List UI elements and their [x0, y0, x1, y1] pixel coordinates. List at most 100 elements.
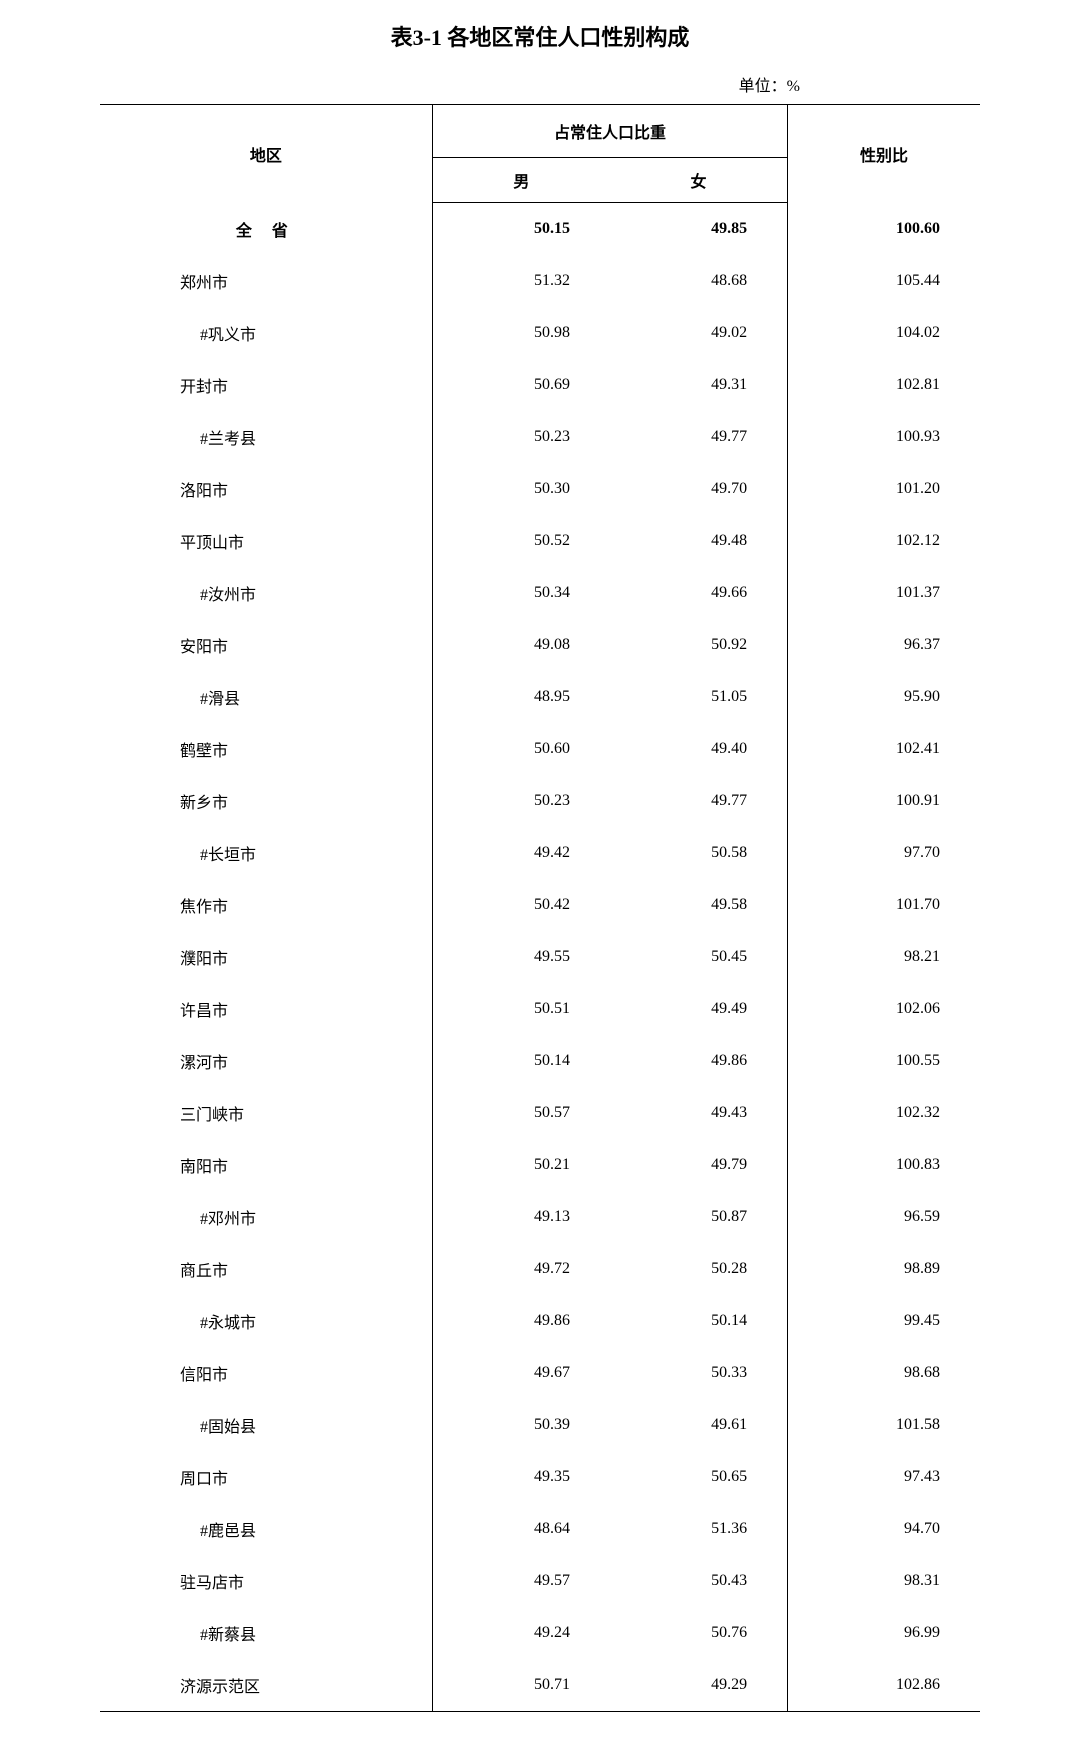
cell-female: 50.76 — [610, 1607, 788, 1659]
cell-male: 48.64 — [432, 1503, 610, 1555]
cell-male: 50.57 — [432, 1087, 610, 1139]
cell-female: 51.36 — [610, 1503, 788, 1555]
cell-region: 平顶山市 — [100, 515, 432, 567]
cell-female: 50.65 — [610, 1451, 788, 1503]
cell-ratio: 102.32 — [788, 1087, 980, 1139]
header-proportion: 占常住人口比重 — [432, 105, 787, 158]
cell-male: 50.14 — [432, 1035, 610, 1087]
cell-region: 济源示范区 — [100, 1659, 432, 1712]
cell-region: #鹿邑县 — [100, 1503, 432, 1555]
cell-ratio: 100.60 — [788, 203, 980, 255]
cell-male: 50.51 — [432, 983, 610, 1035]
cell-region: 许昌市 — [100, 983, 432, 1035]
cell-region: 全 省 — [100, 203, 432, 255]
table-row: 洛阳市50.3049.70101.20 — [100, 463, 980, 515]
table-row: #长垣市49.4250.5897.70 — [100, 827, 980, 879]
cell-female: 50.33 — [610, 1347, 788, 1399]
cell-region: 焦作市 — [100, 879, 432, 931]
header-region: 地区 — [100, 105, 432, 203]
cell-male: 49.86 — [432, 1295, 610, 1347]
cell-female: 50.28 — [610, 1243, 788, 1295]
cell-region: 开封市 — [100, 359, 432, 411]
table-row: #固始县50.3949.61101.58 — [100, 1399, 980, 1451]
cell-female: 49.70 — [610, 463, 788, 515]
table-row: #滑县48.9551.0595.90 — [100, 671, 980, 723]
cell-region: #永城市 — [100, 1295, 432, 1347]
cell-male: 49.67 — [432, 1347, 610, 1399]
cell-ratio: 101.70 — [788, 879, 980, 931]
cell-female: 49.02 — [610, 307, 788, 359]
cell-female: 49.61 — [610, 1399, 788, 1451]
cell-ratio: 96.99 — [788, 1607, 980, 1659]
cell-male: 50.52 — [432, 515, 610, 567]
cell-ratio: 98.21 — [788, 931, 980, 983]
cell-male: 50.23 — [432, 775, 610, 827]
cell-region: 濮阳市 — [100, 931, 432, 983]
table-row: 南阳市50.2149.79100.83 — [100, 1139, 980, 1191]
table-row: 濮阳市49.5550.4598.21 — [100, 931, 980, 983]
cell-ratio: 94.70 — [788, 1503, 980, 1555]
cell-female: 49.29 — [610, 1659, 788, 1712]
cell-region: #滑县 — [100, 671, 432, 723]
cell-ratio: 96.37 — [788, 619, 980, 671]
cell-male: 50.21 — [432, 1139, 610, 1191]
table-row: 安阳市49.0850.9296.37 — [100, 619, 980, 671]
cell-region: 三门峡市 — [100, 1087, 432, 1139]
cell-male: 49.55 — [432, 931, 610, 983]
cell-male: 50.42 — [432, 879, 610, 931]
cell-ratio: 102.12 — [788, 515, 980, 567]
table-row: 许昌市50.5149.49102.06 — [100, 983, 980, 1035]
table-row: 济源示范区50.7149.29102.86 — [100, 1659, 980, 1712]
cell-male: 49.13 — [432, 1191, 610, 1243]
header-ratio: 性别比 — [788, 105, 980, 203]
cell-male: 50.71 — [432, 1659, 610, 1712]
table-row: 平顶山市50.5249.48102.12 — [100, 515, 980, 567]
table-row: 周口市49.3550.6597.43 — [100, 1451, 980, 1503]
cell-region: #长垣市 — [100, 827, 432, 879]
table-title: 表3-1 各地区常住人口性别构成 — [100, 20, 980, 52]
cell-ratio: 104.02 — [788, 307, 980, 359]
cell-region: 漯河市 — [100, 1035, 432, 1087]
table-row: 新乡市50.2349.77100.91 — [100, 775, 980, 827]
table-row: 鹤壁市50.6049.40102.41 — [100, 723, 980, 775]
cell-ratio: 102.41 — [788, 723, 980, 775]
cell-male: 50.23 — [432, 411, 610, 463]
cell-female: 49.49 — [610, 983, 788, 1035]
cell-male: 50.34 — [432, 567, 610, 619]
table-row: 信阳市49.6750.3398.68 — [100, 1347, 980, 1399]
cell-female: 50.14 — [610, 1295, 788, 1347]
header-female: 女 — [610, 158, 788, 203]
cell-male: 49.35 — [432, 1451, 610, 1503]
cell-female: 50.43 — [610, 1555, 788, 1607]
cell-female: 49.58 — [610, 879, 788, 931]
cell-region: 周口市 — [100, 1451, 432, 1503]
cell-female: 49.77 — [610, 775, 788, 827]
cell-female: 51.05 — [610, 671, 788, 723]
cell-region: 南阳市 — [100, 1139, 432, 1191]
cell-female: 49.79 — [610, 1139, 788, 1191]
table-row: 漯河市50.1449.86100.55 — [100, 1035, 980, 1087]
cell-female: 49.77 — [610, 411, 788, 463]
cell-male: 49.72 — [432, 1243, 610, 1295]
cell-region: 商丘市 — [100, 1243, 432, 1295]
cell-male: 50.39 — [432, 1399, 610, 1451]
cell-ratio: 100.55 — [788, 1035, 980, 1087]
table-row: 开封市50.6949.31102.81 — [100, 359, 980, 411]
table-row: #新蔡县49.2450.7696.99 — [100, 1607, 980, 1659]
table-row: 商丘市49.7250.2898.89 — [100, 1243, 980, 1295]
cell-female: 50.58 — [610, 827, 788, 879]
cell-region: #兰考县 — [100, 411, 432, 463]
table-row: #兰考县50.2349.77100.93 — [100, 411, 980, 463]
cell-female: 49.66 — [610, 567, 788, 619]
table-row: #汝州市50.3449.66101.37 — [100, 567, 980, 619]
cell-female: 48.68 — [610, 255, 788, 307]
population-gender-table: 地区 占常住人口比重 性别比 男 女 全 省50.1549.85100.60郑州… — [100, 104, 980, 1712]
cell-ratio: 100.91 — [788, 775, 980, 827]
cell-female: 50.92 — [610, 619, 788, 671]
cell-male: 50.98 — [432, 307, 610, 359]
table-row: 焦作市50.4249.58101.70 — [100, 879, 980, 931]
cell-male: 50.30 — [432, 463, 610, 515]
cell-region: #巩义市 — [100, 307, 432, 359]
cell-ratio: 101.37 — [788, 567, 980, 619]
table-row: 郑州市51.3248.68105.44 — [100, 255, 980, 307]
